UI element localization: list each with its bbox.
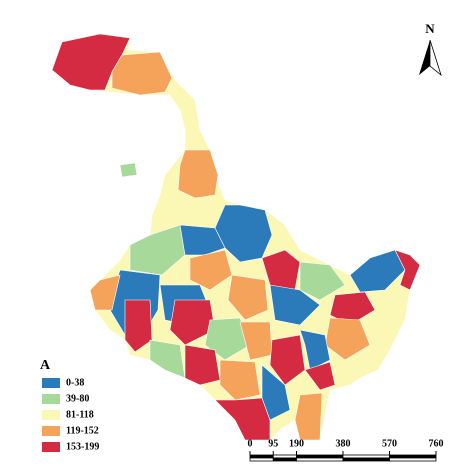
regions (51, 33, 421, 441)
region (169, 299, 216, 346)
region (269, 334, 306, 386)
scale-segment (389, 457, 437, 462)
scale-label: 570 (382, 438, 397, 449)
region (89, 274, 121, 311)
scale-segment (342, 457, 390, 462)
scale-segment (389, 454, 437, 459)
scale-segment (272, 454, 297, 459)
legend-swatch (42, 426, 60, 436)
scale-bar: 0 95 190 380 570 760 (248, 438, 444, 462)
region (227, 274, 269, 321)
scale-segment (342, 454, 390, 459)
region (189, 249, 233, 291)
legend-swatch (42, 378, 60, 388)
scale-label: 0 (248, 438, 253, 449)
scale-segment (296, 454, 344, 459)
region (214, 397, 271, 441)
legend-swatch (42, 394, 60, 404)
scale-label: 380 (336, 438, 351, 449)
region (219, 359, 261, 401)
scale-segment (296, 457, 344, 462)
region (184, 344, 221, 386)
scale-label: 760 (429, 438, 444, 449)
legend-label: 39-80 (66, 393, 89, 404)
region (394, 249, 421, 291)
region (261, 364, 291, 421)
legend-label: 153-199 (66, 441, 99, 452)
north-arrow-half (429, 39, 442, 77)
legend-swatch (42, 410, 60, 420)
region (119, 162, 138, 178)
legend-label: 0-38 (66, 377, 84, 388)
region (204, 317, 251, 361)
region (329, 291, 376, 326)
legend-swatch (42, 442, 60, 452)
legend-label: 81-118 (66, 409, 94, 420)
region (269, 284, 321, 326)
scale-segment (249, 457, 274, 462)
scale-segment (249, 454, 274, 459)
north-label: N (425, 21, 435, 36)
legend-label: 119-152 (66, 425, 99, 436)
legend-title: A (40, 358, 51, 373)
region (177, 149, 219, 199)
region (294, 392, 323, 441)
region (111, 51, 173, 96)
scale-label: 190 (289, 438, 304, 449)
scale-label: 95 (268, 438, 278, 449)
region (124, 299, 153, 353)
region (149, 339, 186, 379)
region (179, 224, 226, 256)
region (299, 261, 346, 301)
legend: 0-38 39-80 81-118 119-152 153-199 (42, 377, 99, 452)
region (51, 33, 131, 91)
region (304, 361, 336, 391)
scale-segment (272, 457, 297, 462)
region (261, 249, 301, 291)
